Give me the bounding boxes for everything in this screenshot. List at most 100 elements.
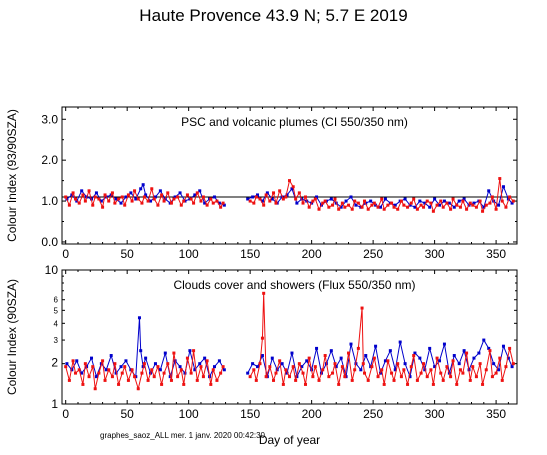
series-blue-point [442, 342, 446, 346]
series-red-point [142, 362, 146, 366]
y-tick-label: 0.0 [41, 235, 58, 249]
series-blue-point [246, 371, 250, 375]
series-red-point [297, 362, 301, 366]
series-blue-point [487, 189, 491, 193]
series-red-point [307, 356, 311, 360]
series-red-point [458, 368, 462, 372]
series-blue-point [457, 199, 461, 203]
series-red-point [123, 203, 127, 207]
series-red-point [205, 359, 209, 363]
series-red-point [494, 207, 498, 211]
series-red-point [363, 199, 367, 203]
series-red-point [331, 203, 335, 207]
series-red-point [166, 191, 170, 195]
series-blue-point [452, 205, 456, 209]
series-blue-point [158, 368, 162, 372]
series-red-point [429, 201, 433, 205]
series-red-point [103, 193, 107, 197]
series-blue-point [506, 356, 510, 360]
series-red-point [146, 378, 150, 382]
series-blue-point [139, 187, 143, 191]
series-red-point [451, 197, 455, 201]
series-red-point [353, 199, 357, 203]
y-tick-label: 1.0 [41, 194, 58, 208]
series-red-point [133, 189, 137, 193]
y-axis-title: Colour Index (90SZA) [5, 279, 19, 395]
series-blue-point [129, 191, 133, 195]
series-red-point [219, 371, 223, 375]
x-tick-label: 0 [62, 247, 69, 261]
series-blue-point [119, 365, 123, 369]
series-red-point [278, 189, 282, 193]
series-red-point [133, 375, 137, 379]
series-blue-point [393, 368, 397, 372]
series-red-point [130, 199, 134, 203]
series-red-point [97, 371, 101, 375]
series-blue-point [163, 351, 167, 355]
series-red-point [288, 179, 291, 183]
series-blue-point [510, 201, 514, 205]
series-red-point [301, 371, 305, 375]
series-red-point [441, 378, 445, 382]
series-blue-point [144, 193, 148, 197]
series-red-point [87, 375, 91, 379]
x-tick-label: 150 [240, 247, 260, 261]
series-blue-point [329, 197, 333, 201]
x-tick-label: 50 [120, 247, 134, 261]
series-blue-point [114, 197, 118, 201]
series-red-point [449, 207, 453, 211]
series-red-point [402, 368, 406, 372]
series-red-point [481, 209, 485, 213]
series-blue-point [290, 351, 294, 355]
series-red-point [337, 382, 341, 386]
series-red-point [254, 378, 258, 382]
series-red-point [386, 203, 390, 207]
series-red-point [449, 375, 453, 379]
series-red-point [498, 177, 502, 181]
series-red-point [353, 368, 357, 372]
x-tick-label: 250 [363, 247, 383, 261]
series-red-point [291, 365, 295, 369]
series-blue-point [217, 201, 221, 205]
series-blue-point [260, 354, 264, 358]
series-red-point [117, 382, 121, 386]
series-red-point [340, 201, 344, 205]
series-blue-point [141, 183, 145, 187]
series-blue-point [198, 189, 202, 193]
series-red-point [488, 349, 492, 353]
series-red-point [465, 207, 469, 211]
top-panel: 0 50 100 150 200 250 300 350 0.0 1.0 2.0 3.0 Colour … [5, 106, 518, 261]
series-red-point [461, 199, 465, 203]
series-blue-point [260, 199, 264, 203]
series-red-point [179, 203, 183, 207]
y-tick-label: 3.0 [41, 112, 58, 126]
series-red-point [64, 365, 68, 369]
series-red-point [409, 365, 413, 369]
series-blue-point [433, 365, 437, 369]
series-red-point [343, 375, 347, 379]
series-blue-point [256, 193, 260, 197]
series-red-point [350, 378, 354, 382]
series-blue-point [438, 203, 442, 207]
series-red-point [81, 382, 85, 386]
series-red-point [252, 201, 256, 205]
series-red-point [313, 197, 317, 201]
series-red-point [189, 371, 193, 375]
series-red-point [281, 197, 285, 201]
series-red-point [91, 365, 95, 369]
series-red-point [260, 336, 264, 340]
series-red-point [425, 199, 429, 203]
series-red-point [412, 354, 416, 358]
series-blue-point [75, 359, 79, 363]
x-tick-label: 350 [486, 247, 506, 261]
series-red-point [484, 203, 488, 207]
series-red-point [254, 195, 258, 199]
series-blue-point [90, 356, 94, 360]
series-red-point [169, 378, 173, 382]
series-red-point [281, 382, 285, 386]
series-blue-point [403, 362, 407, 366]
series-red-point [409, 201, 413, 205]
panel-annotation: Clouds cover and showers (Flux 550/350 n… [173, 278, 415, 292]
series-blue-point [379, 205, 382, 209]
series-blue-point [510, 365, 514, 369]
